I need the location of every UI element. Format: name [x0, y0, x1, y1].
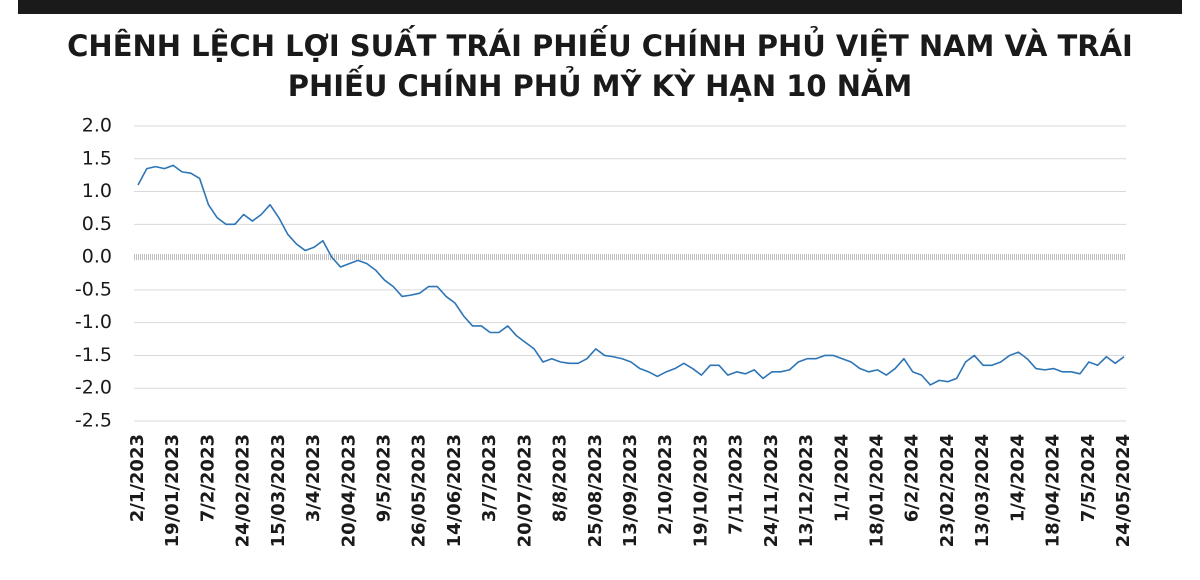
- x-tick-label: 24/02/2023: [233, 434, 254, 547]
- x-tick-label: 7/11/2023: [726, 434, 747, 535]
- y-tick-label: 1.5: [82, 147, 112, 169]
- top-bar: [18, 0, 1182, 14]
- x-tick-label: 8/8/2023: [550, 434, 571, 522]
- x-tick-label: 3/4/2023: [303, 434, 324, 522]
- x-tick-label: 19/10/2023: [690, 434, 711, 547]
- x-tick-label: 19/01/2023: [162, 434, 183, 547]
- y-tick-label: -2.0: [75, 377, 112, 399]
- x-tick-label: 18/01/2024: [867, 434, 888, 547]
- x-tick-label: 2/1/2023: [127, 434, 148, 522]
- x-tick-label: 3/7/2023: [479, 434, 500, 522]
- y-tick-label: -2.5: [75, 410, 112, 432]
- x-tick-label: 24/05/2024: [1113, 434, 1134, 547]
- x-tick-label: 7/5/2024: [1078, 434, 1099, 522]
- chart-title: CHÊNH LỆCH LỢI SUẤT TRÁI PHIẾU CHÍNH PHỦ…: [67, 29, 1133, 103]
- x-tick-label: 13/12/2023: [796, 434, 817, 547]
- y-tick-label: 0.5: [82, 213, 112, 235]
- x-tick-label: 18/04/2024: [1043, 434, 1064, 547]
- y-tick-label: 0.0: [82, 246, 112, 268]
- x-tick-label: 20/07/2023: [514, 434, 535, 547]
- y-tick-label: -1.0: [75, 311, 112, 333]
- data-line: [137, 164, 1125, 386]
- y-tick-label: 2.0: [82, 115, 112, 137]
- x-tick-label: 25/08/2023: [585, 434, 606, 547]
- y-tick-label: 1.0: [82, 180, 112, 202]
- x-tick-label: 13/03/2024: [972, 434, 993, 547]
- x-tick-label: 2/10/2023: [655, 434, 676, 535]
- x-tick-label: 1/1/2024: [831, 434, 852, 522]
- x-tick-label: 24/11/2023: [761, 434, 782, 547]
- x-tick-label: 1/4/2024: [1007, 434, 1028, 522]
- x-tick-label: 23/02/2024: [937, 434, 958, 547]
- x-tick-label: 9/5/2023: [374, 434, 395, 522]
- x-tick-label: 15/03/2023: [268, 434, 289, 547]
- y-tick-label: -1.5: [75, 344, 112, 366]
- x-tick-label: 20/04/2023: [338, 434, 359, 547]
- x-tick-label: 6/2/2024: [902, 434, 923, 522]
- x-tick-label: 14/06/2023: [444, 434, 465, 547]
- x-tick-label: 13/09/2023: [620, 434, 641, 547]
- y-tick-label: -0.5: [75, 278, 112, 300]
- x-tick-label: 26/05/2023: [409, 434, 430, 547]
- x-tick-label: 7/2/2023: [197, 434, 218, 522]
